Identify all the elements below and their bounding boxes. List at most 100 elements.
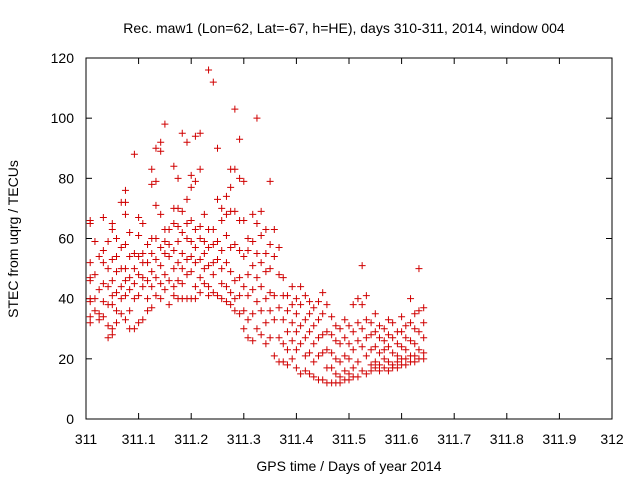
data-point	[170, 292, 178, 300]
data-point	[113, 268, 121, 276]
data-point	[249, 286, 257, 294]
data-point	[262, 225, 270, 233]
data-point	[196, 289, 204, 297]
data-point	[306, 370, 314, 378]
data-point	[218, 204, 226, 212]
data-point	[349, 328, 357, 336]
data-point	[108, 325, 116, 333]
data-point	[99, 280, 107, 288]
data-point	[165, 225, 173, 233]
data-point	[222, 298, 230, 306]
x-tick-label: 311.4	[279, 431, 313, 447]
x-tick-label: 312	[600, 431, 624, 447]
data-point	[292, 310, 300, 318]
data-point	[301, 352, 309, 360]
data-point	[104, 265, 112, 273]
data-point	[135, 292, 143, 300]
data-point	[152, 201, 160, 209]
data-point	[297, 340, 305, 348]
data-point	[86, 277, 94, 285]
data-point	[231, 295, 239, 303]
data-point	[415, 328, 423, 336]
data-point	[231, 241, 239, 249]
y-axis-label: STEC from uqrg / TECUs	[5, 160, 21, 318]
data-point	[415, 346, 423, 354]
data-point	[214, 238, 221, 246]
data-point	[174, 259, 182, 267]
data-point	[354, 337, 362, 345]
data-point	[144, 307, 152, 315]
data-point	[371, 364, 379, 372]
data-point	[222, 259, 230, 267]
data-point	[236, 174, 244, 182]
data-point	[104, 283, 112, 291]
data-point	[257, 207, 265, 215]
data-point	[332, 322, 340, 330]
data-point	[297, 370, 305, 378]
data-point	[301, 292, 309, 300]
data-point	[108, 292, 116, 300]
data-point	[205, 292, 213, 300]
data-point	[108, 225, 116, 233]
data-point	[253, 298, 261, 306]
data-point	[310, 340, 318, 348]
chart-title: Rec. maw1 (Lon=62, Lat=-67, h=HE), days …	[123, 20, 565, 36]
data-point	[214, 144, 221, 152]
data-point	[113, 289, 121, 297]
x-tick-label: 311.6	[385, 431, 419, 447]
data-point	[262, 319, 270, 327]
data-point	[314, 352, 322, 360]
data-point	[292, 328, 300, 336]
data-point	[384, 316, 392, 324]
data-point	[266, 289, 274, 297]
data-point	[222, 283, 230, 291]
data-point	[183, 235, 191, 242]
data-point	[323, 301, 331, 309]
data-point	[130, 265, 138, 273]
data-point	[249, 262, 257, 270]
data-point	[148, 304, 156, 312]
data-point	[205, 244, 213, 252]
data-point	[130, 295, 138, 303]
data-point	[292, 346, 300, 354]
data-point	[358, 325, 366, 333]
data-point	[218, 247, 226, 255]
data-point	[288, 283, 296, 291]
data-point	[244, 316, 252, 324]
data-point	[139, 250, 147, 258]
x-tick-label: 311.5	[332, 431, 366, 447]
data-point	[170, 219, 178, 227]
data-point	[380, 346, 388, 354]
data-point	[270, 225, 278, 233]
data-point	[240, 253, 248, 261]
data-point	[266, 307, 274, 315]
data-point	[240, 283, 248, 291]
data-point	[174, 204, 182, 212]
data-point	[411, 340, 419, 348]
data-point	[126, 286, 134, 294]
data-point	[336, 358, 344, 366]
data-point	[209, 289, 217, 297]
data-point	[257, 283, 265, 291]
data-point	[218, 295, 226, 303]
data-point	[165, 301, 173, 309]
data-point	[336, 340, 344, 348]
data-point	[323, 328, 331, 336]
data-point	[121, 198, 129, 206]
data-point	[319, 331, 327, 339]
data-point	[314, 298, 322, 306]
data-point	[279, 358, 287, 366]
data-point	[420, 319, 428, 327]
data-point	[104, 322, 112, 330]
data-point	[411, 358, 419, 366]
data-point	[130, 280, 138, 288]
data-point	[108, 331, 116, 339]
data-point	[144, 277, 152, 285]
data-point	[336, 373, 344, 381]
data-point	[341, 367, 349, 375]
data-point	[157, 210, 165, 218]
data-point	[362, 316, 370, 324]
data-point	[191, 295, 199, 303]
data-point	[283, 328, 291, 336]
